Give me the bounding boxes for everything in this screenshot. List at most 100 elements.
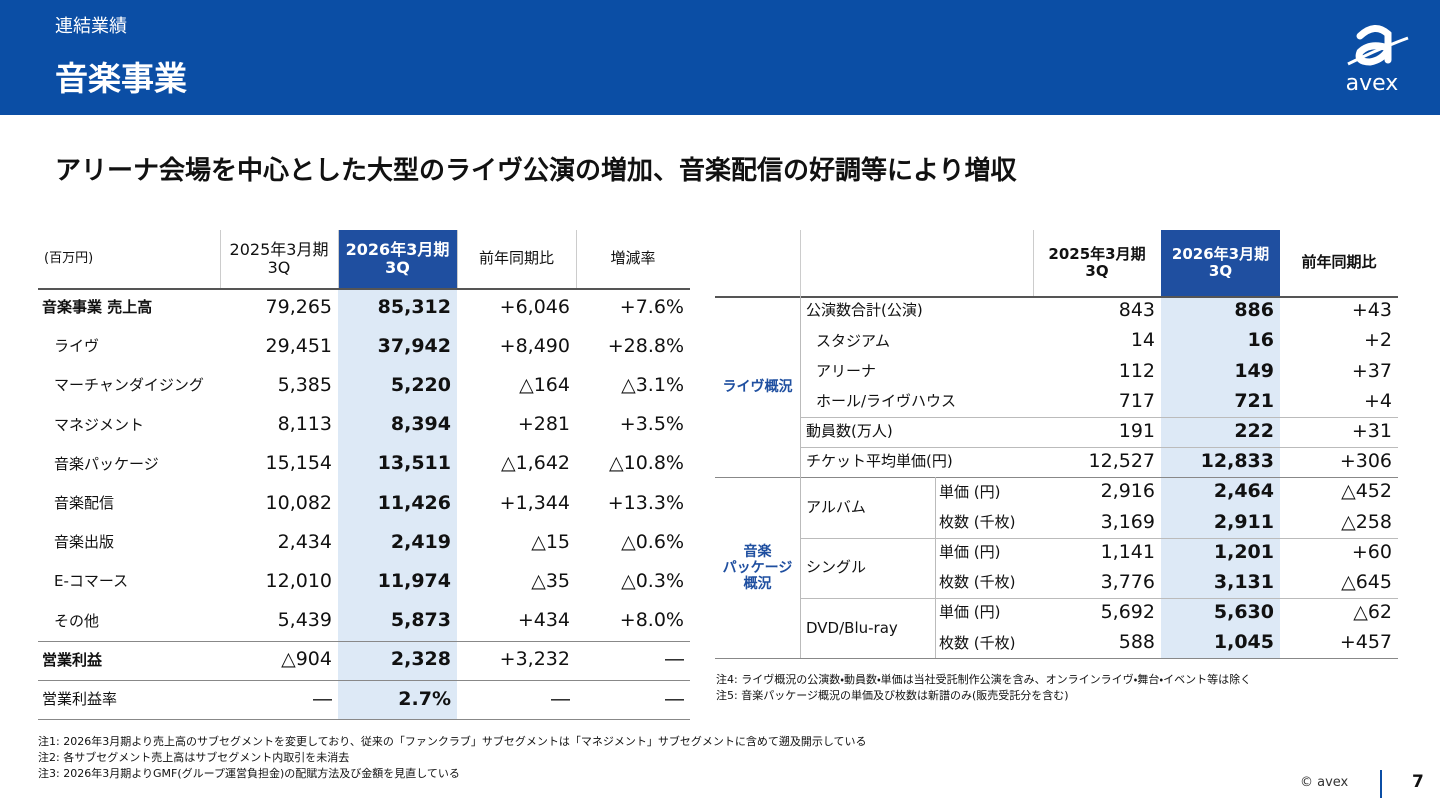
rule [576, 230, 577, 288]
cell-value: +7.6% [619, 295, 684, 318]
row-label: スタジアム [816, 331, 890, 350]
row-label: マネジメント [54, 415, 145, 434]
cell-value: △904 [281, 648, 332, 671]
cell-value: 149 [1234, 359, 1274, 382]
cell-value: △645 [1341, 570, 1392, 593]
cell-value: 191 [1118, 419, 1155, 442]
table-header: 増減率 [610, 249, 656, 268]
cell-value: △10.8% [609, 452, 684, 475]
cell-value: +6,046 [499, 295, 570, 318]
table-header: 2025年3月期 3Q [1048, 244, 1146, 280]
rule [800, 230, 801, 296]
note: 注4: ライヴ概況の公演数・動員数・単価は当社受託制作公演を含み、オンラインライ… [716, 673, 1252, 686]
row-label: E-コマース [54, 572, 129, 591]
cell-value: 843 [1118, 299, 1155, 322]
rule [800, 598, 1398, 599]
row-label: アリーナ [816, 361, 877, 380]
cell-value: 112 [1118, 359, 1155, 382]
right-notes: 注4: ライヴ概況の公演数・動員数・単価は当社受託制作公演を含み、オンラインライ… [716, 672, 1251, 704]
logo-text: avex [1346, 71, 1399, 96]
cell-value: 3,131 [1213, 570, 1274, 593]
rule [935, 537, 936, 598]
note: 注1: 2026年3月期より売上高のサブセグメントを変更しており、従来の「ファン… [38, 735, 867, 748]
row-label: 音楽パッケージ [54, 454, 159, 473]
cell-value: 717 [1118, 389, 1155, 412]
rule [38, 719, 690, 721]
cell-value: 3,776 [1100, 570, 1155, 593]
cell-value: 5,220 [390, 374, 451, 397]
sub-label: 枚数 (千枚) [939, 573, 1016, 592]
note: 注2: 各サブセグメント売上高はサブセグメント内取引を未消去 [38, 751, 350, 764]
cell-value: 2,434 [277, 530, 332, 553]
cell-value: +3,232 [499, 648, 570, 671]
group-label: ライヴ概況 [722, 378, 793, 395]
cell-value: 2,916 [1100, 480, 1155, 503]
cell-value: 588 [1118, 631, 1155, 654]
cell-value: 13,511 [377, 452, 451, 475]
rule [1033, 230, 1034, 296]
cell-value: 2.7% [398, 687, 451, 710]
cell-value: 2,419 [390, 530, 451, 553]
page-title: 音楽事業 [55, 59, 187, 98]
footer-divider [1380, 770, 1382, 798]
row-label: 公演数合計(公演) [806, 301, 923, 320]
rule [220, 230, 221, 288]
cell-value: 8,113 [277, 413, 332, 436]
cell-value: 37,942 [377, 334, 451, 357]
rule [715, 296, 1398, 298]
rule [935, 598, 936, 659]
rule [338, 230, 339, 288]
table-header: 前年同期比 [478, 249, 554, 268]
row-label: DVD/Blu-ray [806, 618, 898, 637]
sub-label: 枚数 (千枚) [939, 512, 1016, 531]
row-label: ライヴ [54, 337, 100, 356]
cell-value: 12,833 [1200, 450, 1274, 473]
left-notes: 注1: 2026年3月期より売上高のサブセグメントを変更しており、従来の「ファン… [38, 734, 867, 782]
cell-value: 886 [1234, 299, 1274, 322]
rule [935, 477, 936, 538]
cell-value: △0.6% [621, 530, 684, 553]
rule [800, 447, 1398, 448]
rule [457, 230, 458, 288]
cell-value: △15 [531, 530, 570, 553]
table-header: (百万円) [44, 250, 94, 266]
cell-value: 5,385 [277, 374, 332, 397]
row-label: マーチャンダイジング [54, 376, 204, 395]
row-label: ホール/ライヴハウス [816, 392, 957, 411]
cell-value: 12,527 [1088, 450, 1155, 473]
cell-value: +281 [517, 413, 570, 436]
cell-value: 10,082 [265, 491, 332, 514]
cell-value: 721 [1234, 389, 1274, 412]
row-label: アルバム [806, 497, 866, 516]
row-label: チケット平均単価(円) [806, 452, 953, 471]
cell-value: +306 [1339, 450, 1392, 473]
cell-value: 14 [1130, 329, 1155, 352]
sub-label: 単価 (円) [939, 543, 1001, 562]
cell-value: +13.3% [607, 491, 684, 514]
cell-value: 2,464 [1213, 480, 1274, 503]
rule [38, 640, 690, 642]
cell-value: 29,451 [265, 334, 332, 357]
rule [800, 537, 1398, 539]
cell-value: +4 [1363, 389, 1392, 412]
cell-value: +2 [1363, 329, 1392, 352]
cell-value: 8,394 [390, 413, 451, 436]
note: 注3: 2026年3月期よりGMF(グループ運営負担金)の配賦方法及び金額を見直… [38, 767, 460, 780]
headline: アリーナ会場を中心とした大型のライヴ公演の増加、音楽配信の好調等により増収 [55, 156, 1017, 186]
cell-value: △258 [1341, 510, 1392, 533]
table-header: 2026年3月期 3Q [1171, 244, 1270, 280]
cell-value: +3.5% [619, 413, 684, 436]
highlight-col [338, 288, 457, 720]
cell-value: △452 [1341, 480, 1392, 503]
cell-value: 16 [1247, 329, 1274, 352]
cell-value: 11,426 [377, 491, 451, 514]
section-label: 連結業績 [55, 16, 127, 37]
cell-value: +60 [1351, 540, 1392, 563]
cell-value: +37 [1351, 359, 1392, 382]
table-header: 2026年3月期 3Q [345, 239, 450, 277]
row-label: 営業利益率 [42, 689, 118, 708]
rule [38, 680, 690, 681]
group-label: 音楽 パッケージ 概況 [722, 543, 793, 592]
row-label: 音楽出版 [54, 533, 115, 552]
